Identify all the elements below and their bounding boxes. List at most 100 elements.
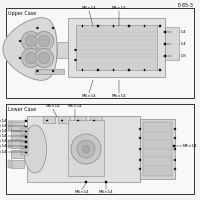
Bar	[25, 152, 27, 153]
Bar	[112, 25, 114, 27]
Bar	[8, 140, 12, 148]
Circle shape	[139, 148, 141, 150]
Bar	[77, 119, 79, 121]
Circle shape	[21, 48, 41, 68]
Text: M6×14: M6×14	[0, 150, 8, 154]
Bar	[8, 122, 12, 130]
Circle shape	[38, 52, 50, 64]
Bar	[11, 160, 24, 168]
Text: E-85-3: E-85-3	[178, 3, 194, 8]
Bar	[21, 135, 28, 141]
Bar	[97, 25, 99, 27]
Bar	[25, 120, 27, 122]
Text: M6×14: M6×14	[0, 134, 8, 138]
Bar	[173, 145, 175, 147]
Bar	[61, 119, 63, 121]
Bar	[68, 18, 165, 77]
Bar	[11, 122, 24, 130]
Bar	[25, 141, 27, 143]
Circle shape	[75, 59, 77, 61]
Circle shape	[139, 168, 141, 170]
Text: Upper Case: Upper Case	[8, 11, 36, 16]
Bar	[144, 69, 145, 71]
Bar	[93, 119, 95, 121]
Circle shape	[52, 70, 54, 72]
Bar	[58, 116, 70, 123]
Circle shape	[71, 134, 101, 164]
Bar	[11, 131, 24, 139]
Bar	[21, 128, 28, 134]
Bar	[68, 120, 104, 176]
Text: M6×14: M6×14	[172, 30, 186, 34]
Bar	[164, 31, 166, 33]
Circle shape	[174, 159, 176, 161]
Bar	[21, 149, 28, 155]
Text: M6×14: M6×14	[46, 104, 60, 108]
Text: M6×14: M6×14	[0, 139, 8, 143]
Bar	[46, 119, 48, 121]
Bar	[97, 69, 99, 71]
Circle shape	[139, 137, 141, 139]
Bar	[105, 181, 107, 183]
Bar	[128, 25, 130, 27]
Bar	[82, 25, 83, 27]
Text: M6×14: M6×14	[0, 124, 8, 128]
Bar	[85, 181, 87, 183]
Bar	[159, 25, 161, 27]
Bar	[165, 27, 179, 60]
Text: M6×14: M6×14	[112, 94, 126, 98]
Circle shape	[19, 57, 21, 59]
Circle shape	[34, 31, 54, 51]
Bar	[164, 55, 166, 57]
Bar	[164, 43, 166, 45]
Circle shape	[36, 27, 38, 29]
Text: M6×14: M6×14	[0, 119, 8, 123]
Bar	[128, 69, 130, 71]
Text: M6×18: M6×18	[172, 54, 186, 58]
Circle shape	[52, 27, 54, 29]
Bar	[112, 69, 114, 71]
Bar	[74, 116, 86, 123]
Text: M6×14: M6×14	[75, 190, 89, 194]
Bar	[35, 69, 64, 74]
Bar	[21, 142, 28, 148]
Bar	[43, 116, 55, 123]
Bar	[11, 140, 24, 148]
Bar	[159, 69, 161, 71]
Text: M6×14: M6×14	[182, 144, 197, 148]
Text: M6×14: M6×14	[172, 42, 186, 46]
Circle shape	[77, 140, 95, 158]
Circle shape	[25, 35, 37, 47]
Circle shape	[174, 128, 176, 130]
Bar	[6, 8, 194, 98]
Ellipse shape	[24, 125, 46, 173]
Circle shape	[174, 137, 176, 139]
Bar	[8, 160, 12, 168]
Circle shape	[139, 128, 141, 130]
Circle shape	[21, 31, 41, 51]
Polygon shape	[3, 18, 57, 80]
Bar	[25, 130, 27, 132]
Circle shape	[82, 145, 90, 153]
Circle shape	[174, 148, 176, 150]
Bar	[25, 136, 27, 138]
Bar	[82, 69, 83, 71]
Bar	[25, 126, 27, 127]
Bar	[57, 42, 68, 58]
Text: Lower Case: Lower Case	[8, 107, 36, 112]
Circle shape	[36, 70, 38, 72]
Bar	[144, 25, 145, 27]
Circle shape	[75, 49, 77, 51]
Bar	[25, 146, 27, 148]
Text: M6×14: M6×14	[99, 190, 113, 194]
Circle shape	[174, 168, 176, 170]
Text: M6×14: M6×14	[0, 129, 8, 133]
Text: M6×14: M6×14	[82, 94, 96, 98]
Circle shape	[139, 159, 141, 161]
Circle shape	[19, 40, 21, 42]
Text: M6×14: M6×14	[0, 144, 8, 148]
Circle shape	[38, 35, 50, 47]
Bar	[140, 119, 175, 179]
Text: M6×14: M6×14	[112, 6, 126, 10]
Circle shape	[25, 52, 37, 64]
